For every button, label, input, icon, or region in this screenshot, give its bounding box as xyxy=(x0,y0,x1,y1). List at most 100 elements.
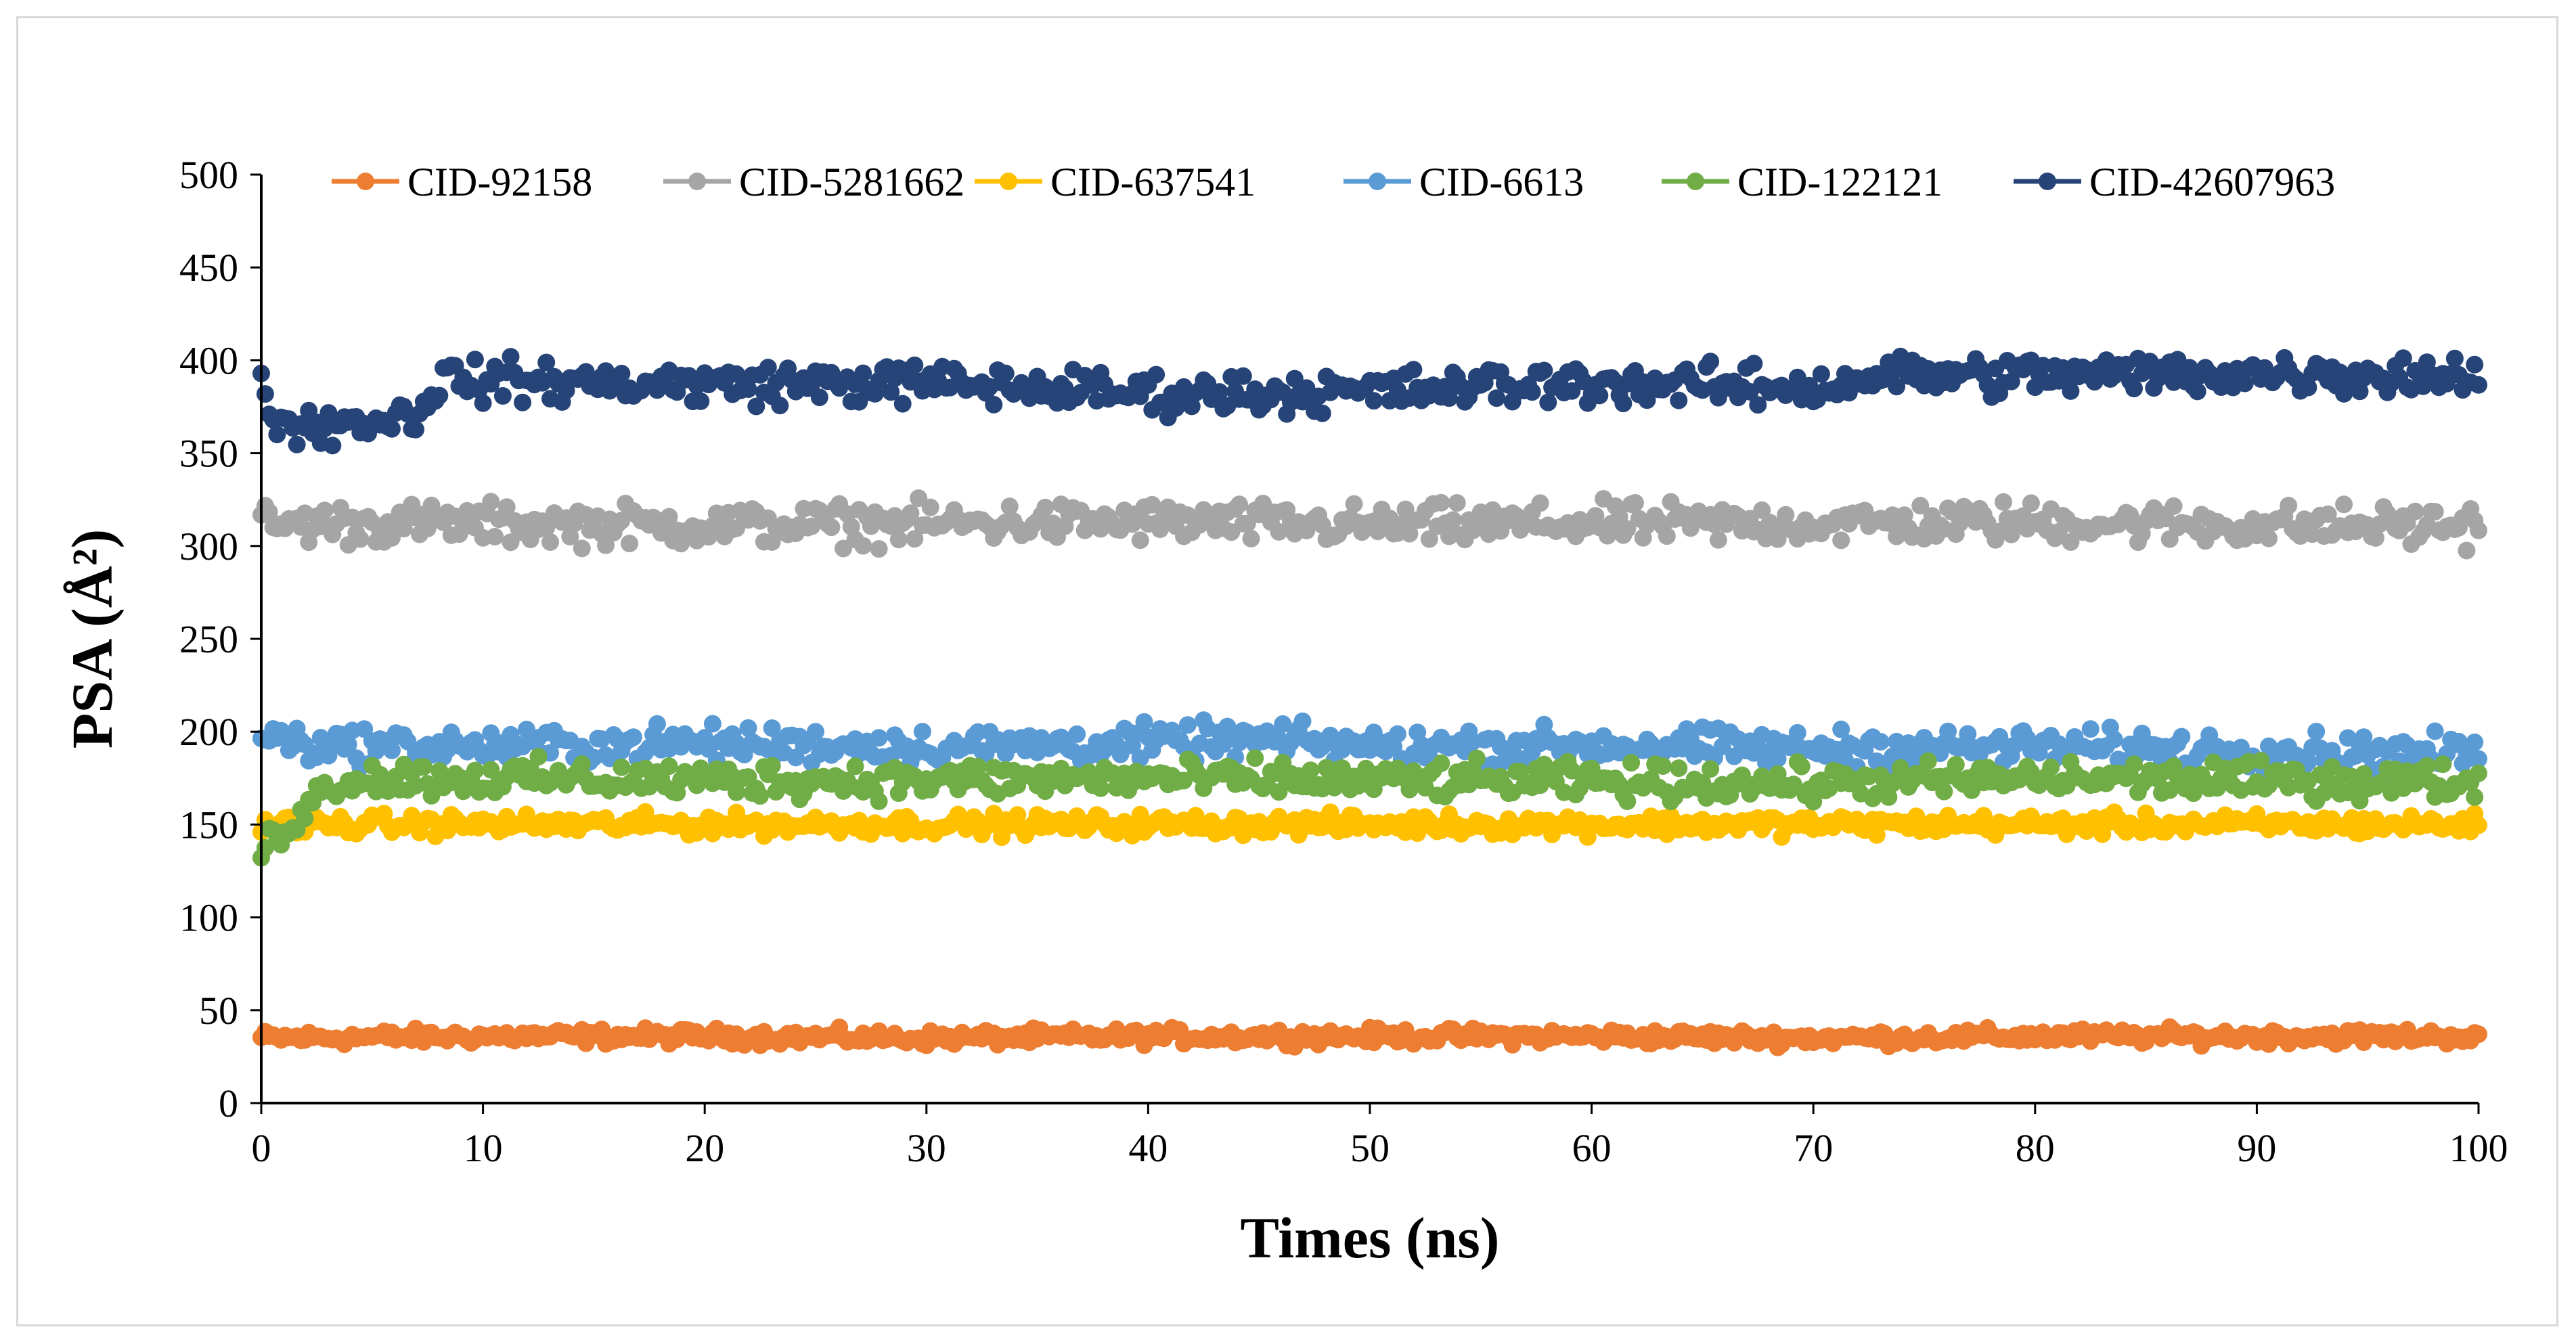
x-tick-label: 90 xyxy=(2237,1126,2276,1170)
data-point xyxy=(2470,764,2487,782)
data-point xyxy=(2319,505,2337,523)
data-point xyxy=(486,528,504,545)
legend-label: CID-92158 xyxy=(407,160,592,204)
data-point xyxy=(1432,754,1450,772)
data-point xyxy=(739,380,757,398)
x-tick-label: 70 xyxy=(1794,1126,1833,1170)
series-CID-122121 xyxy=(252,748,2487,867)
data-point xyxy=(1618,520,1637,538)
data-point xyxy=(2470,816,2487,834)
data-point xyxy=(854,364,872,382)
data-point xyxy=(2188,382,2206,401)
data-point xyxy=(1749,396,1767,414)
x-tick-label: 20 xyxy=(685,1126,724,1170)
data-point xyxy=(1345,495,1363,513)
data-point xyxy=(573,539,591,558)
data-point xyxy=(2184,784,2202,803)
legend-item: CID-6613 xyxy=(1343,160,1584,204)
data-point xyxy=(573,755,591,774)
data-point xyxy=(1400,524,1419,543)
data-point xyxy=(660,757,678,776)
y-axis-title: PSA (Å²) xyxy=(60,529,125,748)
data-point xyxy=(2125,380,2143,398)
data-point xyxy=(866,384,884,403)
data-point xyxy=(1182,397,1201,416)
data-point xyxy=(597,536,615,554)
data-point xyxy=(1321,803,1339,822)
x-tick-label: 50 xyxy=(1350,1126,1390,1170)
data-point xyxy=(288,435,306,453)
data-point xyxy=(537,519,556,537)
data-point xyxy=(407,420,425,439)
data-point xyxy=(913,723,931,741)
data-point xyxy=(985,395,1003,413)
chart-frame xyxy=(16,16,2558,1326)
data-point xyxy=(1777,506,1795,524)
y-tick-label: 150 xyxy=(179,803,238,847)
data-point xyxy=(2458,541,2476,560)
x-tick-label: 10 xyxy=(464,1126,503,1170)
data-point xyxy=(497,498,516,516)
legend-label: CID-42607963 xyxy=(2089,160,2335,204)
data-point xyxy=(2470,750,2487,768)
data-point xyxy=(1618,792,1637,810)
data-point xyxy=(1535,361,1553,380)
data-point xyxy=(870,540,888,558)
y-axis-ticks: 0 50 100 150 200 250 300 350 400 450 500 xyxy=(179,153,261,1125)
data-point xyxy=(2299,378,2317,397)
legend-item: CID-42607963 xyxy=(2014,160,2335,204)
data-point xyxy=(854,537,872,555)
data-point xyxy=(1812,365,1830,383)
series-CID-637541 xyxy=(252,803,2487,847)
data-point xyxy=(351,530,370,548)
data-point xyxy=(759,359,777,377)
data-point xyxy=(1135,713,1153,731)
data-point xyxy=(260,503,278,521)
data-point xyxy=(1388,725,1406,743)
data-point xyxy=(2418,757,2436,775)
series-CID-6613 xyxy=(252,711,2487,780)
data-point xyxy=(315,501,334,520)
data-point xyxy=(474,394,492,412)
data-point xyxy=(1488,389,1506,407)
x-tick-label: 40 xyxy=(1128,1126,1168,1170)
data-point xyxy=(1440,389,1458,407)
data-point xyxy=(1658,527,1676,545)
data-point xyxy=(422,496,441,514)
data-point xyxy=(660,508,678,526)
data-point xyxy=(1792,757,1811,776)
data-point xyxy=(2085,373,2104,391)
data-point xyxy=(739,719,757,737)
data-points-layer xyxy=(252,347,2487,1056)
data-point xyxy=(1614,395,1633,413)
data-point xyxy=(1709,531,1727,549)
data-point xyxy=(2260,529,2278,547)
data-point xyxy=(882,383,900,401)
data-point xyxy=(1539,393,1557,411)
data-point xyxy=(1622,754,1641,772)
legend-item: CID-637541 xyxy=(975,160,1256,204)
data-point xyxy=(1000,497,1019,516)
data-point xyxy=(537,353,556,372)
data-point xyxy=(889,531,908,549)
data-point xyxy=(1131,531,1149,550)
data-point xyxy=(1591,386,1609,405)
legend-swatch-marker xyxy=(1687,173,1704,190)
data-point xyxy=(850,393,868,411)
data-point xyxy=(1242,529,1260,547)
data-point xyxy=(430,386,449,405)
data-point xyxy=(514,393,532,411)
data-point xyxy=(1175,771,1193,790)
data-point xyxy=(2406,502,2424,520)
series-CID-5281662 xyxy=(252,489,2487,560)
data-point xyxy=(1800,376,1819,395)
y-tick-label: 200 xyxy=(179,710,238,754)
data-point xyxy=(2434,755,2452,774)
data-point xyxy=(2466,355,2484,374)
data-point xyxy=(1092,779,1110,797)
data-point xyxy=(1670,391,1688,409)
data-point xyxy=(466,761,484,780)
legend-swatch-marker xyxy=(1000,173,1017,190)
data-point xyxy=(1880,788,1898,806)
series-CID-42607963 xyxy=(252,347,2487,455)
